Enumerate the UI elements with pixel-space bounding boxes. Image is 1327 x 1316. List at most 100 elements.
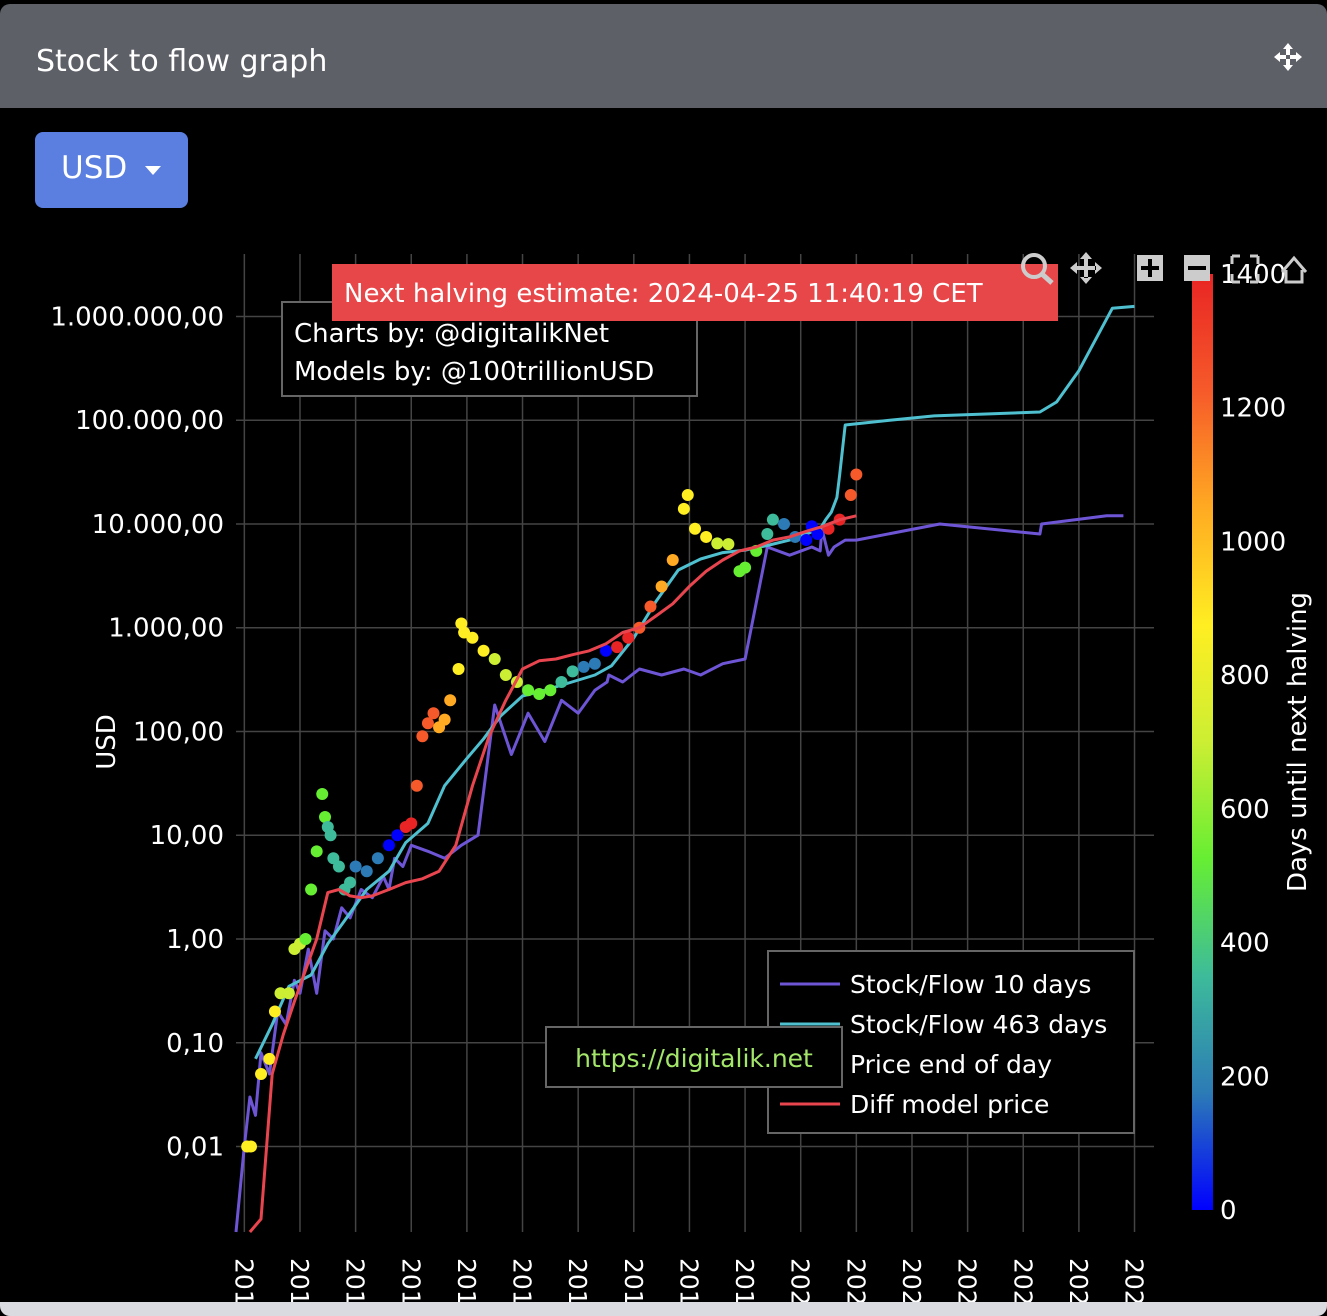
colorbar-tick-label: 1200 xyxy=(1220,394,1286,424)
autoscale-icon[interactable] xyxy=(1230,254,1260,284)
x-tick-label: 202 xyxy=(897,1258,926,1306)
price-point xyxy=(666,553,679,566)
colorbar-title: Days until next halving xyxy=(1283,592,1313,892)
price-point xyxy=(611,641,624,654)
price-point xyxy=(599,644,612,657)
x-tick-label: 202 xyxy=(786,1258,815,1306)
price-point xyxy=(324,829,337,842)
colorbar-tick-label: 600 xyxy=(1220,795,1270,825)
halving-banner xyxy=(332,264,1058,321)
y-tick-label: 100.000,00 xyxy=(75,406,224,436)
price-point xyxy=(391,829,404,842)
price-point xyxy=(360,865,373,878)
price-point xyxy=(268,1005,281,1018)
price-point xyxy=(477,644,490,657)
panel-header: Stock to flow graph xyxy=(0,4,1327,108)
price-point xyxy=(722,538,735,551)
price-point xyxy=(332,860,345,873)
price-point xyxy=(644,600,657,613)
pan-icon[interactable] xyxy=(1070,252,1102,284)
price-point xyxy=(622,631,635,644)
halving-banner-text: Next halving estimate: 2024-04-25 11:40:… xyxy=(344,279,983,309)
legend-label: Diff model price xyxy=(850,1090,1049,1119)
price-point xyxy=(349,860,362,873)
price-point xyxy=(499,669,512,682)
price-point xyxy=(310,845,323,858)
x-tick-label: 201 xyxy=(341,1258,370,1306)
price-point xyxy=(588,657,601,670)
price-point xyxy=(844,489,857,502)
price-point xyxy=(577,660,590,673)
watermark-link[interactable]: https://digitalik.net xyxy=(575,1044,813,1073)
colorbar-tick-label: 800 xyxy=(1220,661,1270,691)
x-tick-label: 201 xyxy=(674,1258,703,1306)
y-tick-label: 10.000,00 xyxy=(92,510,224,540)
price-point xyxy=(681,489,694,502)
y-tick-label: 10,00 xyxy=(150,821,224,851)
y-axis-title: USD xyxy=(92,714,122,770)
x-tick-label: 202 xyxy=(1008,1258,1037,1306)
price-point xyxy=(316,787,329,800)
price-point xyxy=(655,580,668,593)
price-point xyxy=(800,534,813,547)
price-point xyxy=(711,537,724,550)
price-point xyxy=(344,876,357,889)
price-point xyxy=(466,631,479,644)
price-point xyxy=(544,684,557,697)
panel-title: Stock to flow graph xyxy=(36,44,328,79)
price-point xyxy=(427,707,440,720)
y-tick-label: 100,00 xyxy=(133,717,224,747)
price-point xyxy=(245,1140,258,1153)
x-tick-label: 201 xyxy=(508,1258,537,1306)
price-point xyxy=(555,675,568,688)
y-tick-label: 1.000.000,00 xyxy=(50,302,224,332)
price-point xyxy=(255,1067,268,1080)
x-tick-label: 202 xyxy=(1120,1258,1149,1306)
price-point xyxy=(416,730,429,743)
price-point xyxy=(299,933,312,946)
zoom-in-icon[interactable] xyxy=(1137,255,1163,281)
reset-axes-icon[interactable] xyxy=(1280,255,1308,284)
price-point xyxy=(438,713,451,726)
x-tick-label: 201 xyxy=(229,1258,258,1306)
x-tick-label: 201 xyxy=(619,1258,648,1306)
colorbar-tick-label: 400 xyxy=(1220,929,1270,959)
price-point xyxy=(811,528,824,541)
colorbar xyxy=(1192,274,1213,1210)
credits-line-2: Models by: @100trillionUSD xyxy=(294,357,654,387)
colorbar-tick-label: 0 xyxy=(1220,1196,1237,1226)
price-point xyxy=(421,717,434,730)
x-tick-label: 201 xyxy=(452,1258,481,1306)
price-point xyxy=(319,810,332,823)
currency-dropdown-label: USD xyxy=(61,150,128,186)
price-point xyxy=(263,1052,276,1065)
y-tick-label: 1.000,00 xyxy=(108,614,224,644)
watermark-box xyxy=(545,1026,843,1088)
price-point xyxy=(850,468,863,481)
y-tick-label: 1,00 xyxy=(166,925,224,955)
price-point xyxy=(455,617,468,630)
panel-bottom-bar xyxy=(0,1302,1327,1316)
price-point xyxy=(274,987,287,1000)
price-point xyxy=(766,513,779,526)
price-point xyxy=(383,839,395,852)
x-tick-label: 201 xyxy=(396,1258,425,1306)
y-tick-label: 0,01 xyxy=(166,1133,224,1163)
price-point xyxy=(677,502,690,515)
price-point xyxy=(282,987,295,1000)
price-point xyxy=(566,665,579,678)
price-point xyxy=(488,652,501,665)
price-point xyxy=(452,663,465,676)
currency-dropdown[interactable]: USD xyxy=(35,132,188,208)
zoom-icon[interactable] xyxy=(1021,253,1054,285)
colorbar-tick-label: 1400 xyxy=(1220,260,1286,290)
price-point xyxy=(405,817,418,830)
chevron-down-icon xyxy=(145,166,161,175)
zoom-out-icon[interactable] xyxy=(1184,255,1210,281)
x-tick-label: 201 xyxy=(730,1258,759,1306)
series-line-1 xyxy=(254,304,1135,1060)
x-tick-label: 202 xyxy=(841,1258,870,1306)
move-arrows-icon[interactable] xyxy=(1273,42,1303,72)
